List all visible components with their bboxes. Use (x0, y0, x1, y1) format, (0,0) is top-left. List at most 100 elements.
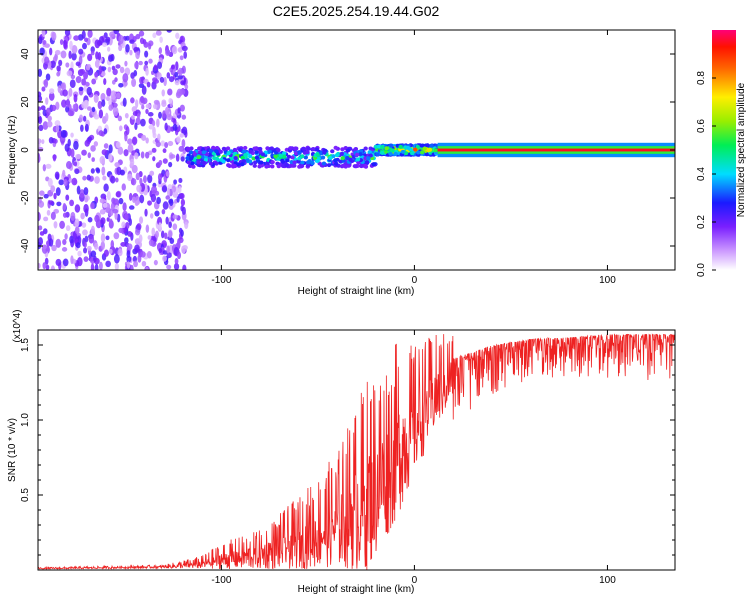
spectrogram-cell (282, 151, 287, 156)
spectrogram-cell (143, 175, 147, 184)
spectrogram-cell (70, 132, 74, 138)
spectrogram-cell (105, 36, 111, 43)
spectrogram-cell (105, 260, 111, 268)
spectrogram-cell (278, 153, 283, 158)
spectrogram-cell (87, 217, 93, 223)
spectrogram-cell (52, 154, 57, 162)
spectrogram-cell (119, 66, 125, 74)
spectrogram-cell (39, 231, 45, 236)
spectrogram-cell (38, 262, 41, 269)
spectrogram-cell (41, 244, 48, 250)
spectrogram-cell (270, 164, 275, 169)
spectrogram-cell (122, 73, 129, 83)
spectrogram-cell (78, 86, 84, 92)
spectrogram-cell (273, 154, 278, 159)
spectrogram-cell (141, 134, 147, 141)
spectrogram-cell (162, 158, 168, 164)
spectrogram-cell (400, 149, 406, 154)
spectrogram-cell (101, 99, 106, 107)
spectrogram-cell (100, 92, 106, 102)
spectrogram-cell (367, 150, 372, 155)
spectrogram-cell (107, 46, 111, 52)
spectrogram-cell (201, 160, 206, 165)
spectrogram-cell (152, 32, 157, 39)
spectrogram-cell (156, 118, 160, 128)
spectrogram-cell (94, 176, 100, 184)
spectrogram-cell (55, 187, 61, 196)
spectrogram-cell (267, 149, 272, 154)
spectrogram-cell (87, 53, 93, 62)
spectrogram-cell (83, 71, 89, 80)
spectrogram-cell (175, 32, 180, 39)
spectrogram-cell (55, 258, 62, 266)
spectrogram-cell (137, 254, 142, 263)
spectrogram-cell (98, 130, 104, 137)
spectrogram-cell (112, 68, 118, 76)
spectrogram-cell (56, 65, 61, 72)
spectrogram-cell (51, 244, 57, 252)
spectrogram-panel: -100 0 100 -40 -20 0 20 40 Height of straight … (7, 29, 676, 297)
spectrogram-cell (94, 39, 101, 49)
spectrogram-cell (87, 152, 91, 159)
spectrogram-cell (293, 151, 299, 156)
spectrogram-cell (248, 154, 253, 159)
spectrogram-cell (168, 161, 173, 168)
spectrogram-cell (158, 111, 162, 119)
spectrogram-cell (233, 155, 238, 160)
spectrogram-cell (162, 148, 167, 154)
spectrogram-cell (77, 257, 83, 267)
spectrogram-cell (380, 150, 385, 155)
spectrogram-cell (98, 65, 103, 75)
spectrogram-cell (91, 78, 97, 85)
spectrogram-cell (86, 174, 91, 181)
spectrogram-cell (299, 164, 305, 169)
spectrogram-cell (56, 71, 61, 77)
spectrogram-cell (45, 264, 50, 270)
spectrogram-cell (125, 35, 130, 41)
spectrogram-cell (251, 156, 256, 161)
spectrogram-cell (81, 149, 87, 156)
colorbar-tick-label: 0.6 (696, 119, 707, 133)
spectrogram-cell (388, 151, 393, 156)
spectrogram-cell (164, 122, 168, 131)
spectrogram-cell (157, 61, 163, 70)
spectrogram-cell (145, 151, 150, 159)
spectrogram-cell (106, 217, 110, 222)
spectrogram-cell (151, 147, 157, 153)
spectrogram-cell (83, 187, 89, 195)
spectrogram-cell (214, 156, 220, 161)
spectrogram-cell (121, 183, 126, 191)
spectrogram-cell (171, 45, 178, 55)
spectrogram-cell (110, 90, 117, 100)
spectrogram-cell (44, 56, 50, 65)
spectrogram-cell (180, 80, 186, 86)
spectrogram-cell (163, 76, 167, 87)
spectrogram-cell (433, 148, 438, 153)
spectrogram-cell (129, 264, 134, 270)
spectrogram-cell (230, 164, 236, 169)
spectrogram-cell (91, 157, 95, 162)
spectrogram-cell (110, 239, 115, 250)
spectrogram-cell (90, 145, 96, 152)
spectrogram-cell (254, 150, 259, 155)
spectrogram-cell (103, 128, 108, 135)
spectrogram-cell (242, 149, 247, 154)
spectrogram-cell (132, 111, 138, 117)
spectrogram-cell (189, 146, 194, 151)
spectrogram-cell (178, 177, 183, 184)
spectrogram-cell (339, 151, 344, 156)
spectrogram-cell (133, 47, 140, 52)
x-tick-label: -100 (211, 575, 231, 586)
spectrogram-cell (166, 245, 170, 254)
spectrogram-cell (99, 198, 106, 204)
spectrogram-cell (188, 150, 194, 155)
x-tick-label: 0 (412, 575, 418, 586)
spectrogram-cell (38, 225, 43, 231)
spectrogram-cell (135, 33, 141, 40)
spectrogram-cell (83, 203, 89, 214)
spectrogram-cell (162, 201, 169, 210)
spectrogram-cell (83, 247, 88, 254)
spectrogram-cell (77, 250, 82, 257)
spectrogram-cell (123, 81, 128, 87)
spectrogram-cell (103, 249, 109, 257)
